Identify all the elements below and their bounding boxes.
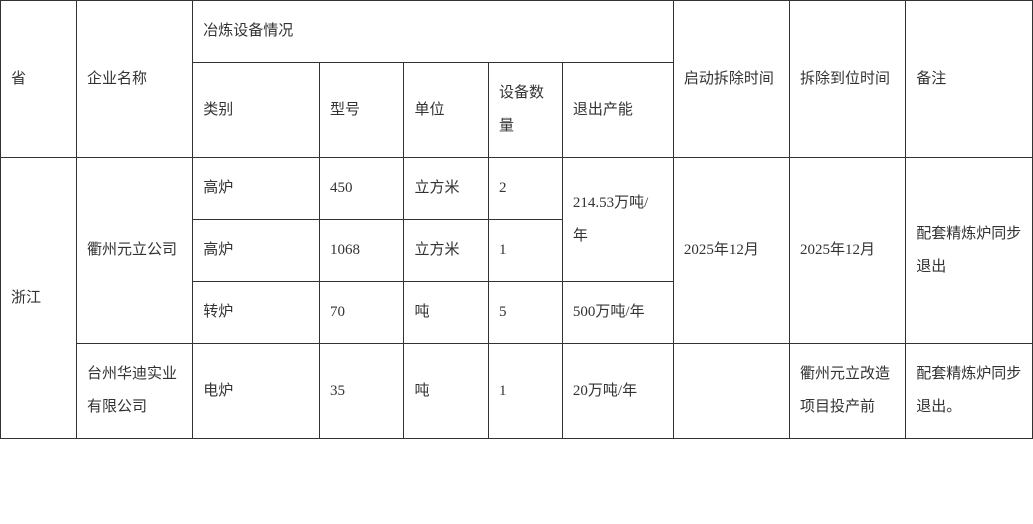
cell-remark: 配套精炼炉同步退出	[906, 158, 1033, 344]
header-row-1: 省 企业名称 冶炼设备情况 启动拆除时间 拆除到位时间 备注	[1, 1, 1033, 63]
header-model: 型号	[319, 63, 404, 158]
header-equipment-group: 冶炼设备情况	[193, 1, 674, 63]
header-category: 类别	[193, 63, 320, 158]
header-qty: 设备数量	[488, 63, 562, 158]
cell-start-removal	[673, 344, 789, 439]
cell-model: 1068	[319, 220, 404, 282]
header-capacity: 退出产能	[562, 63, 673, 158]
cell-unit: 吨	[404, 344, 489, 439]
cell-category: 电炉	[193, 344, 320, 439]
cell-capacity: 20万吨/年	[562, 344, 673, 439]
header-company: 企业名称	[77, 1, 193, 158]
header-province: 省	[1, 1, 77, 158]
cell-remark: 配套精炼炉同步退出。	[906, 344, 1033, 439]
cell-qty: 2	[488, 158, 562, 220]
cell-category: 高炉	[193, 158, 320, 220]
table-row: 浙江 衢州元立公司 高炉 450 立方米 2 214.53万吨/年 2025年1…	[1, 158, 1033, 220]
cell-category: 高炉	[193, 220, 320, 282]
header-complete-removal: 拆除到位时间	[790, 1, 906, 158]
header-start-removal: 启动拆除时间	[673, 1, 789, 158]
cell-unit: 立方米	[404, 158, 489, 220]
cell-company: 台州华迪实业有限公司	[77, 344, 193, 439]
cell-complete-removal: 2025年12月	[790, 158, 906, 344]
cell-start-removal: 2025年12月	[673, 158, 789, 344]
capacity-removal-table: 省 企业名称 冶炼设备情况 启动拆除时间 拆除到位时间 备注 类别 型号 单位 …	[0, 0, 1033, 439]
cell-unit: 吨	[404, 282, 489, 344]
cell-complete-removal: 衢州元立改造项目投产前	[790, 344, 906, 439]
cell-model: 450	[319, 158, 404, 220]
cell-company: 衢州元立公司	[77, 158, 193, 344]
cell-model: 70	[319, 282, 404, 344]
cell-capacity: 500万吨/年	[562, 282, 673, 344]
cell-model: 35	[319, 344, 404, 439]
cell-province: 浙江	[1, 158, 77, 439]
cell-qty: 5	[488, 282, 562, 344]
cell-qty: 1	[488, 344, 562, 439]
header-unit: 单位	[404, 63, 489, 158]
cell-qty: 1	[488, 220, 562, 282]
table-row: 台州华迪实业有限公司 电炉 35 吨 1 20万吨/年 衢州元立改造项目投产前 …	[1, 344, 1033, 439]
cell-category: 转炉	[193, 282, 320, 344]
cell-unit: 立方米	[404, 220, 489, 282]
header-remark: 备注	[906, 1, 1033, 158]
cell-capacity: 214.53万吨/年	[562, 158, 673, 282]
